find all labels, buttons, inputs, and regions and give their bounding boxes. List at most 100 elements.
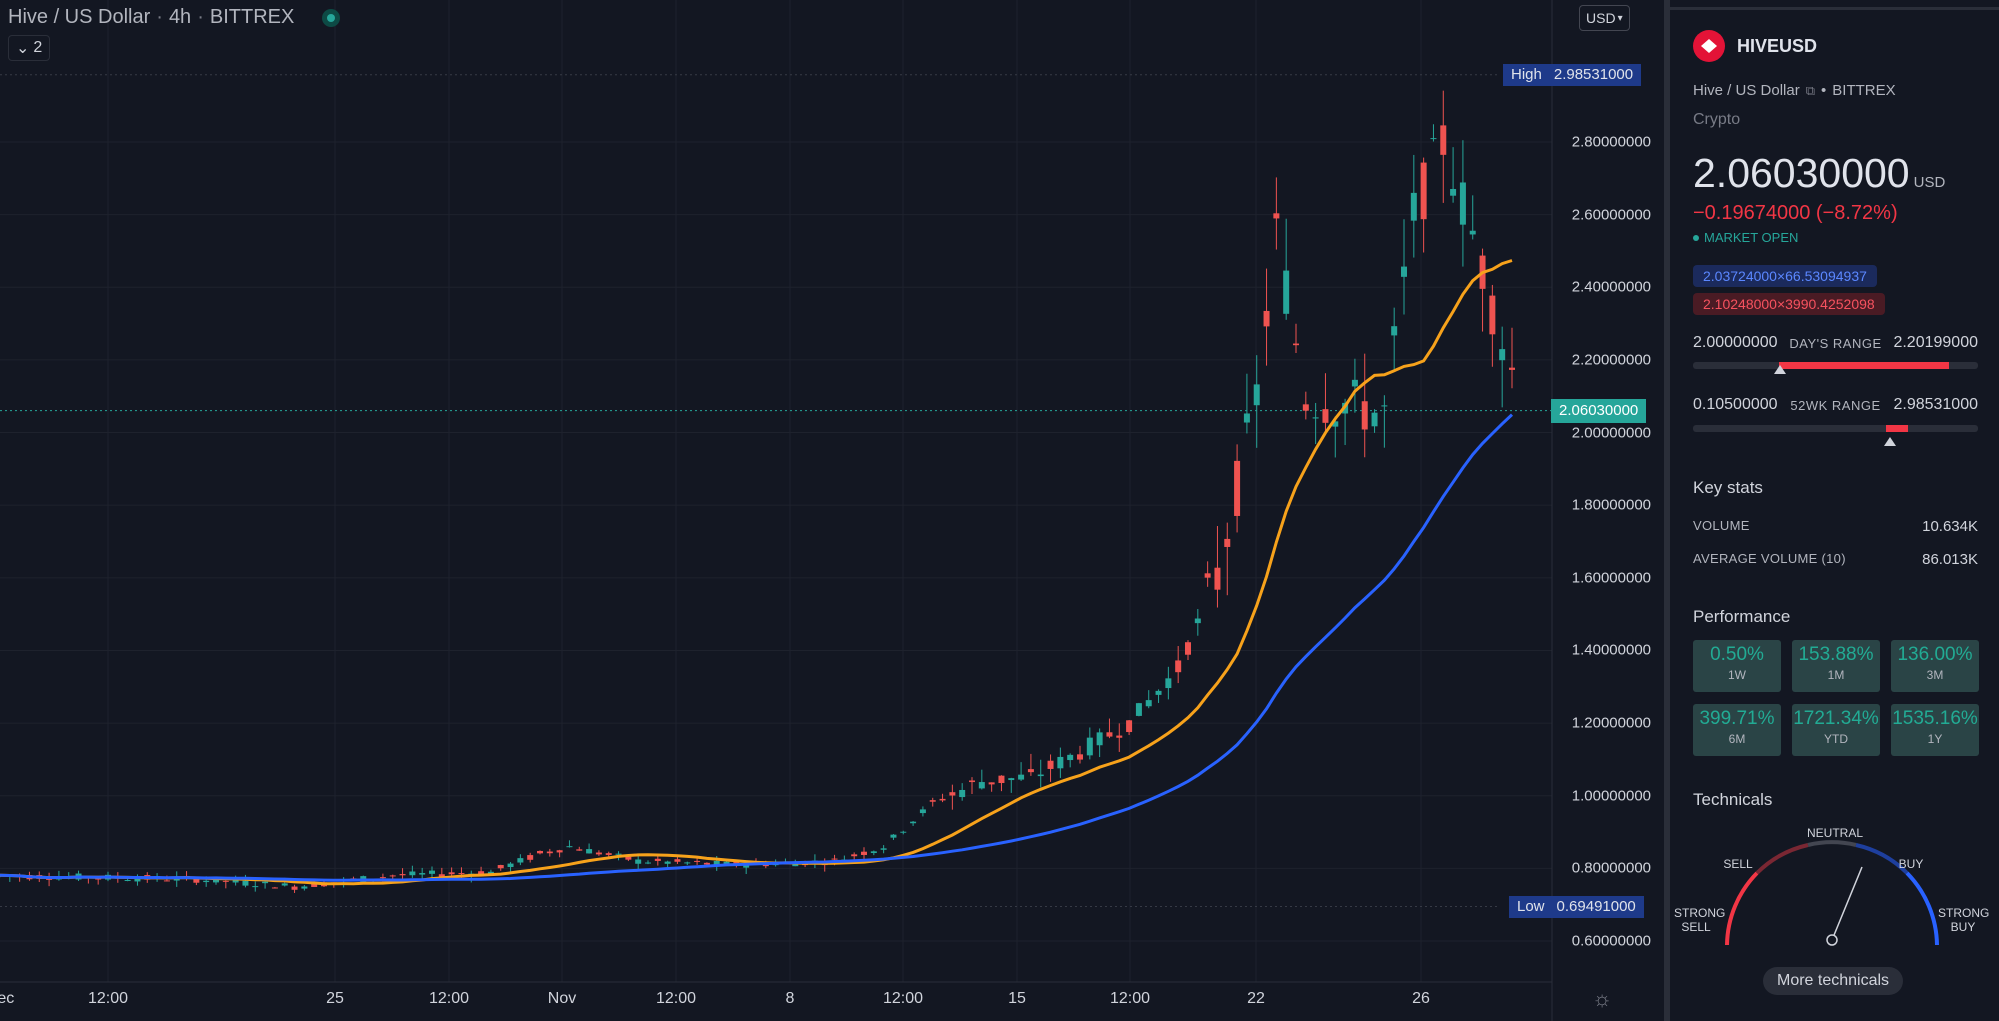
time-axis-label: Dec	[0, 990, 15, 1007]
market-status-icon[interactable]	[322, 8, 341, 27]
gear-icon[interactable]: ☼	[1592, 986, 1613, 1011]
candle-body	[1361, 401, 1368, 430]
candle-body	[1469, 230, 1476, 235]
price-axis-label: 2.80000000	[1571, 133, 1651, 151]
candle-body	[419, 873, 426, 875]
high-price-tag: High 2.98531000	[1503, 63, 1642, 86]
price-axis-label: 0.80000000	[1571, 859, 1651, 877]
candle-body	[1116, 735, 1123, 738]
candle-body	[949, 792, 956, 796]
candle-body	[1057, 756, 1064, 769]
candle-body	[1086, 737, 1093, 756]
candle-body	[311, 882, 318, 887]
candle-body	[615, 853, 622, 855]
price-axis-label: 1.20000000	[1571, 714, 1651, 732]
candle-body	[1047, 760, 1054, 769]
52wk-range-label: 52WK RANGE	[1790, 397, 1881, 413]
time-axis-label: 25	[326, 990, 344, 1007]
performance-title: Performance	[1693, 607, 1791, 626]
candle-body	[1322, 409, 1329, 423]
candle-body	[193, 878, 200, 883]
low-price-tag: Low 0.69491000	[1509, 895, 1644, 918]
legend-symbol: Hive / US Dollar	[8, 6, 151, 28]
candle-body	[1175, 660, 1182, 673]
candle-body	[1293, 343, 1299, 346]
candle-body	[1165, 678, 1172, 689]
candle-body	[478, 871, 485, 875]
candle-body	[1302, 404, 1309, 411]
performance-cell-1y[interactable]: 1535.16% 1Y	[1891, 704, 1979, 756]
currency-select-label: USD	[1586, 10, 1616, 26]
time-axis-label: 12:00	[882, 990, 924, 1007]
candle-body	[399, 874, 406, 876]
candle-body	[1243, 413, 1250, 423]
candle-body	[429, 870, 435, 874]
candle-body	[203, 880, 210, 883]
technicals-gauge[interactable]	[1693, 825, 1983, 955]
stat-label: VOLUME	[1693, 518, 1750, 533]
performance-cell-6m[interactable]: 399.71% 6M	[1693, 704, 1781, 756]
candle-body	[1312, 417, 1319, 419]
high-label: High	[1503, 63, 1550, 86]
high-value: 2.98531000	[1549, 63, 1642, 86]
candle-body	[684, 862, 691, 864]
external-link-icon[interactable]: ⧉	[1805, 82, 1815, 98]
days-range-bar	[1693, 362, 1978, 374]
candle-body	[870, 851, 877, 854]
legend-exchange: BITTREX	[209, 6, 295, 28]
candle-body	[919, 809, 926, 814]
candle-body	[851, 854, 858, 857]
52wk-range-marker-icon	[1884, 437, 1896, 446]
legend-collapse-button[interactable]: ⌄ 2	[8, 35, 51, 61]
52wk-range-bar	[1693, 425, 1978, 446]
days-range-high: 2.20199000	[1893, 334, 1978, 351]
candle-body	[645, 862, 651, 864]
candle-body	[674, 859, 681, 862]
days-range-low: 2.00000000	[1693, 334, 1778, 351]
performance-cell-ytd[interactable]: 1721.34% YTD	[1792, 704, 1880, 756]
candle-body	[890, 834, 897, 838]
candle-body	[1410, 192, 1417, 221]
gauge-label-neutral: NEUTRAL	[1806, 826, 1863, 840]
price-axis-label: 1.00000000	[1571, 787, 1651, 805]
candle-body	[232, 879, 239, 883]
candle-body	[1214, 567, 1221, 590]
bid-badge: 2.03724000×66.53094937	[1693, 265, 1877, 287]
stat-value: 10.634K	[1922, 518, 1978, 535]
performance-period: 6M	[1728, 732, 1746, 746]
more-technicals-button[interactable]: More technicals	[1763, 967, 1904, 995]
symbol-description-text[interactable]: Hive / US Dollar	[1693, 82, 1800, 99]
performance-cell-3m[interactable]: 136.00% 3M	[1891, 640, 1979, 692]
candle-body	[1283, 270, 1290, 314]
candle-body	[1077, 754, 1083, 760]
candle-body	[163, 880, 170, 882]
price-axis-label: 2.60000000	[1571, 206, 1651, 224]
symbol-exchange: BITTREX	[1832, 82, 1896, 99]
time-axis-label: 12:00	[1109, 990, 1151, 1007]
chart-pane[interactable]: Hive / US Dollar · 4h · BITTREX ⌄ 2 USD …	[0, 0, 1664, 1021]
currency-select[interactable]: USD ▾	[1579, 5, 1630, 31]
candle-body	[664, 861, 671, 864]
symbol-header[interactable]: HIVEUSD	[1693, 30, 1817, 62]
symbol-name[interactable]: HIVEUSD	[1737, 35, 1818, 56]
performance-value: 1535.16%	[1892, 708, 1978, 729]
candle-body	[379, 877, 386, 879]
price-axis-label: 2.20000000	[1571, 351, 1651, 369]
performance-cell-1m[interactable]: 153.88% 1M	[1792, 640, 1880, 692]
candle-body	[605, 853, 612, 855]
time-axis-label: Nov	[547, 990, 577, 1007]
price-chart[interactable]	[0, 0, 1664, 1021]
price-change: −0.19674000 (−8.72%)	[1693, 202, 1898, 224]
candle-body	[1381, 405, 1388, 407]
candle-body	[95, 878, 102, 880]
price-currency: USD	[1913, 174, 1946, 191]
52wk-range-row: 0.10500000 52WK RANGE 2.98531000	[1693, 396, 1978, 414]
symbol-type: Crypto	[1693, 111, 1741, 128]
candle-body	[134, 878, 141, 882]
performance-value: 399.71%	[1699, 708, 1775, 729]
performance-cell-1w[interactable]: 0.50% 1W	[1693, 640, 1781, 692]
indicator-count: 2	[33, 39, 43, 56]
stat-average-volume: AVERAGE VOLUME (10) 86.013K	[1693, 551, 1978, 568]
candle-body	[1509, 367, 1515, 370]
candle-body	[1430, 138, 1437, 140]
